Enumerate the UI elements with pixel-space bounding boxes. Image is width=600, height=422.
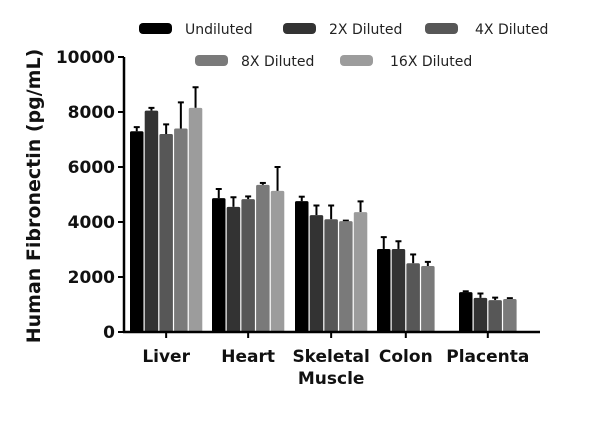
y-tick-label: 0 [103, 323, 115, 343]
legend-swatch [283, 23, 316, 34]
bar [459, 292, 473, 332]
x-category-label: Muscle [298, 369, 365, 389]
bar [488, 300, 502, 332]
bar [130, 131, 144, 332]
bar [377, 248, 391, 332]
bar [144, 110, 159, 332]
bars [130, 86, 517, 332]
bar [406, 263, 420, 332]
legend-swatch [195, 55, 228, 66]
bar [295, 201, 309, 332]
bar [270, 190, 285, 332]
legend-label: 2X Diluted [329, 22, 402, 38]
legend-label: 16X Diluted [390, 54, 472, 70]
bar [473, 297, 488, 332]
bar [159, 134, 173, 332]
bar [188, 107, 203, 332]
y-tick-label: 2000 [68, 268, 115, 288]
bar [503, 299, 517, 332]
bar [226, 206, 241, 332]
bar [353, 212, 368, 332]
x-category-label: Colon [379, 347, 433, 367]
y-tick-label: 8000 [68, 103, 115, 123]
bar [212, 198, 226, 332]
y-tick-label: 10000 [56, 48, 115, 68]
legend-label: 4X Diluted [475, 22, 548, 38]
x-category-label: Skeletal [292, 347, 369, 367]
bar [339, 221, 353, 332]
bar [324, 219, 338, 332]
legend-swatch [340, 55, 373, 66]
bar [309, 215, 324, 332]
legend-swatch [425, 23, 458, 34]
y-tick-label: 6000 [68, 158, 115, 178]
y-axis-label: Human Fibronectin (pg/mL) [23, 49, 45, 344]
bar [174, 128, 188, 332]
legend-label: 8X Diluted [241, 54, 314, 70]
legend-label: Undiluted [185, 22, 253, 38]
x-category-label: Liver [142, 347, 190, 367]
bar [391, 248, 406, 332]
legend-swatch [139, 23, 172, 34]
x-category-label: Placenta [446, 347, 529, 367]
bar [256, 184, 270, 332]
bar [421, 266, 435, 332]
y-tick-label: 4000 [68, 213, 115, 233]
legend: Undiluted 2X Diluted 4X Diluted 8X Diluted 1… [139, 22, 548, 70]
x-category-label: Heart [221, 347, 275, 367]
bar [241, 199, 255, 332]
y-axis: 0 2000 4000 6000 8000 10000 [56, 48, 126, 343]
